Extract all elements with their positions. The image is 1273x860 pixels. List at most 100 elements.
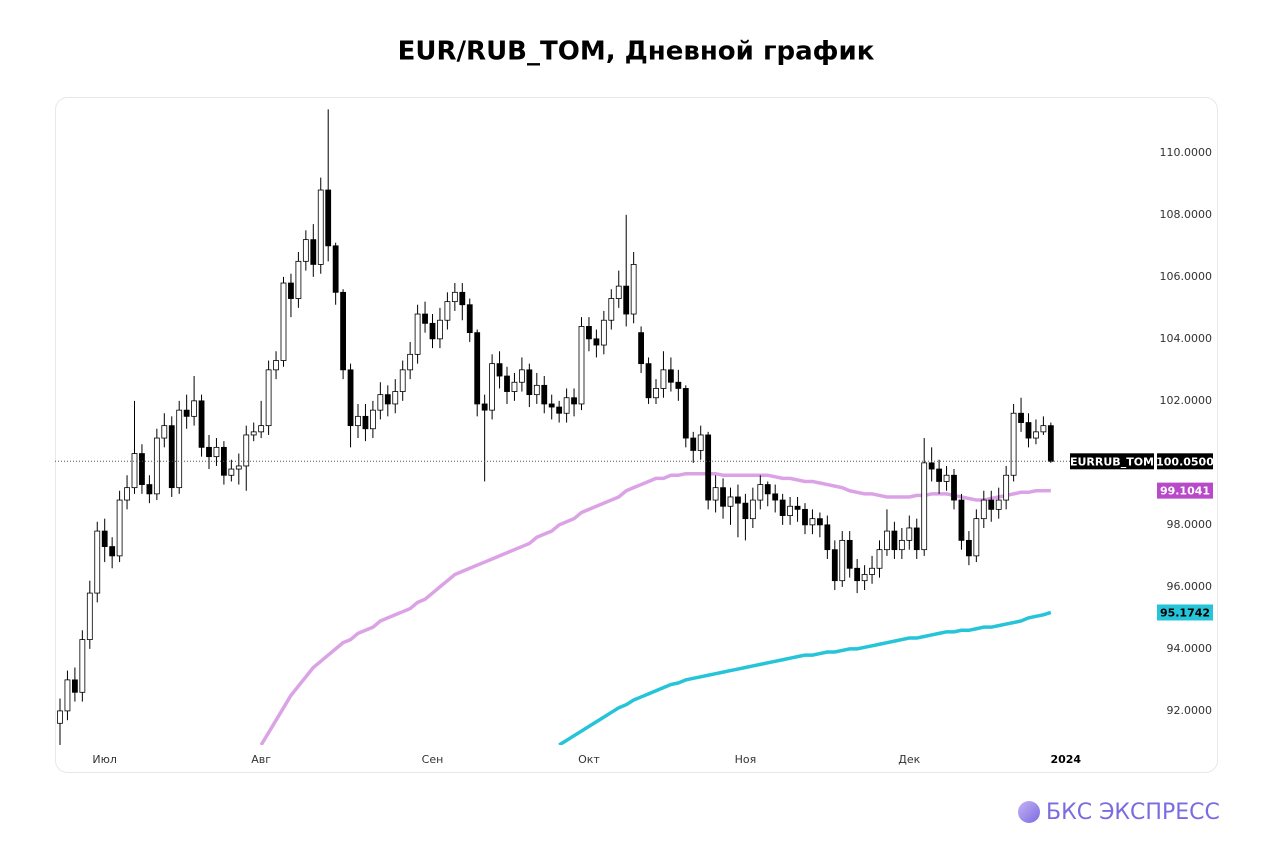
y-tick-label: 98.0000 bbox=[1167, 518, 1213, 531]
candle-body bbox=[749, 499, 756, 520]
candle-body bbox=[451, 291, 458, 303]
candle-body bbox=[869, 567, 875, 575]
candle-body bbox=[168, 425, 175, 489]
candle-body bbox=[101, 530, 108, 547]
candle-body bbox=[437, 319, 443, 340]
candle-body bbox=[884, 530, 890, 551]
symbol-label-box bbox=[1070, 453, 1154, 470]
last-price-label-box bbox=[1157, 453, 1213, 470]
candle-body bbox=[787, 505, 793, 516]
candle-body bbox=[690, 437, 697, 451]
candle-body bbox=[846, 539, 853, 569]
candle-body bbox=[57, 710, 63, 724]
x-tick-label: 2024 bbox=[1050, 753, 1081, 766]
candle-body bbox=[958, 499, 965, 541]
candle-body bbox=[384, 394, 391, 405]
candle-body bbox=[898, 539, 905, 551]
candle-body bbox=[94, 530, 101, 594]
brand-icon bbox=[1018, 801, 1040, 823]
y-tick-label: 110.0000 bbox=[1160, 146, 1213, 159]
candle-body bbox=[325, 189, 332, 247]
moving-average-line bbox=[259, 471, 1051, 745]
candle-body bbox=[645, 363, 652, 399]
candle-body bbox=[779, 499, 786, 516]
candle-body bbox=[943, 474, 950, 482]
candle-body bbox=[206, 446, 212, 458]
candle-body bbox=[727, 496, 734, 507]
candle-body bbox=[124, 487, 130, 501]
candle-body bbox=[228, 468, 235, 476]
y-tick-label: 108.0000 bbox=[1160, 208, 1213, 221]
chart-title: EUR/RUB_TOM, Дневной график bbox=[398, 37, 875, 67]
candle-body bbox=[772, 493, 779, 501]
candle-body bbox=[817, 518, 823, 526]
candle-body bbox=[526, 369, 533, 396]
candle-body bbox=[258, 425, 265, 433]
candle-body bbox=[392, 391, 399, 405]
y-tick-label: 92.0000 bbox=[1167, 704, 1213, 717]
candle-body bbox=[533, 384, 540, 396]
candle-body bbox=[913, 527, 920, 551]
candle-body bbox=[705, 434, 712, 501]
y-tick-label: 96.0000 bbox=[1167, 580, 1213, 593]
candle-body bbox=[399, 369, 406, 392]
x-tick-label: Дек bbox=[898, 753, 920, 766]
candle-body bbox=[548, 403, 555, 408]
candle-body bbox=[496, 363, 503, 377]
candle-body bbox=[1047, 425, 1054, 462]
candle-body bbox=[600, 319, 607, 346]
candle-body bbox=[302, 239, 309, 262]
candle-body bbox=[697, 434, 704, 451]
ma-value-label-box bbox=[1157, 604, 1213, 621]
last-price-label: 100.0500 bbox=[1156, 455, 1214, 468]
candle-body bbox=[265, 369, 272, 427]
candle-body bbox=[198, 400, 205, 448]
x-tick-label: Сен bbox=[422, 753, 444, 766]
candle-body bbox=[742, 502, 749, 520]
candle-body bbox=[317, 189, 324, 265]
y-tick-label: 94.0000 bbox=[1167, 642, 1213, 655]
candle-body bbox=[720, 487, 726, 507]
candle-body bbox=[668, 369, 674, 383]
candle-body bbox=[489, 363, 496, 411]
candle-body bbox=[109, 546, 116, 557]
candle-body bbox=[86, 592, 93, 640]
candle-body bbox=[973, 518, 980, 557]
candle-body bbox=[988, 499, 995, 510]
candle-body bbox=[131, 453, 138, 489]
candle-body bbox=[474, 332, 481, 405]
y-tick-label: 106.0000 bbox=[1160, 270, 1213, 283]
candle-body bbox=[362, 415, 369, 430]
symbol-label: EURRUB_TOM bbox=[1070, 455, 1154, 468]
candle-body bbox=[586, 326, 592, 340]
candle-body bbox=[213, 446, 220, 458]
candle-body bbox=[921, 462, 928, 551]
x-tick-label: Авг bbox=[251, 753, 271, 766]
candle-body bbox=[355, 415, 361, 427]
candle-body bbox=[79, 639, 86, 693]
candle-body bbox=[72, 679, 78, 693]
candle-body bbox=[280, 282, 287, 361]
candle-body bbox=[1033, 431, 1039, 439]
ma-value-label-box bbox=[1157, 482, 1213, 499]
candle-body bbox=[153, 437, 160, 495]
candle-body bbox=[653, 388, 659, 399]
candle-body bbox=[466, 304, 473, 334]
candle-body bbox=[377, 394, 384, 411]
candle-body bbox=[481, 403, 488, 411]
candle-body bbox=[414, 313, 421, 355]
candle-body bbox=[347, 369, 354, 427]
x-tick-label: Окт bbox=[578, 753, 600, 766]
candle-body bbox=[995, 499, 1002, 510]
candle-body bbox=[794, 505, 801, 510]
x-tick-label: Ноя bbox=[735, 753, 757, 766]
candle-body bbox=[295, 260, 302, 299]
candle-body bbox=[757, 484, 764, 501]
candle-body bbox=[936, 468, 942, 482]
candle-body bbox=[675, 381, 682, 389]
candle-body bbox=[802, 508, 808, 526]
candle-body bbox=[556, 406, 563, 414]
candle-body bbox=[578, 326, 585, 405]
candle-body bbox=[831, 549, 838, 582]
candle-body bbox=[288, 282, 294, 299]
